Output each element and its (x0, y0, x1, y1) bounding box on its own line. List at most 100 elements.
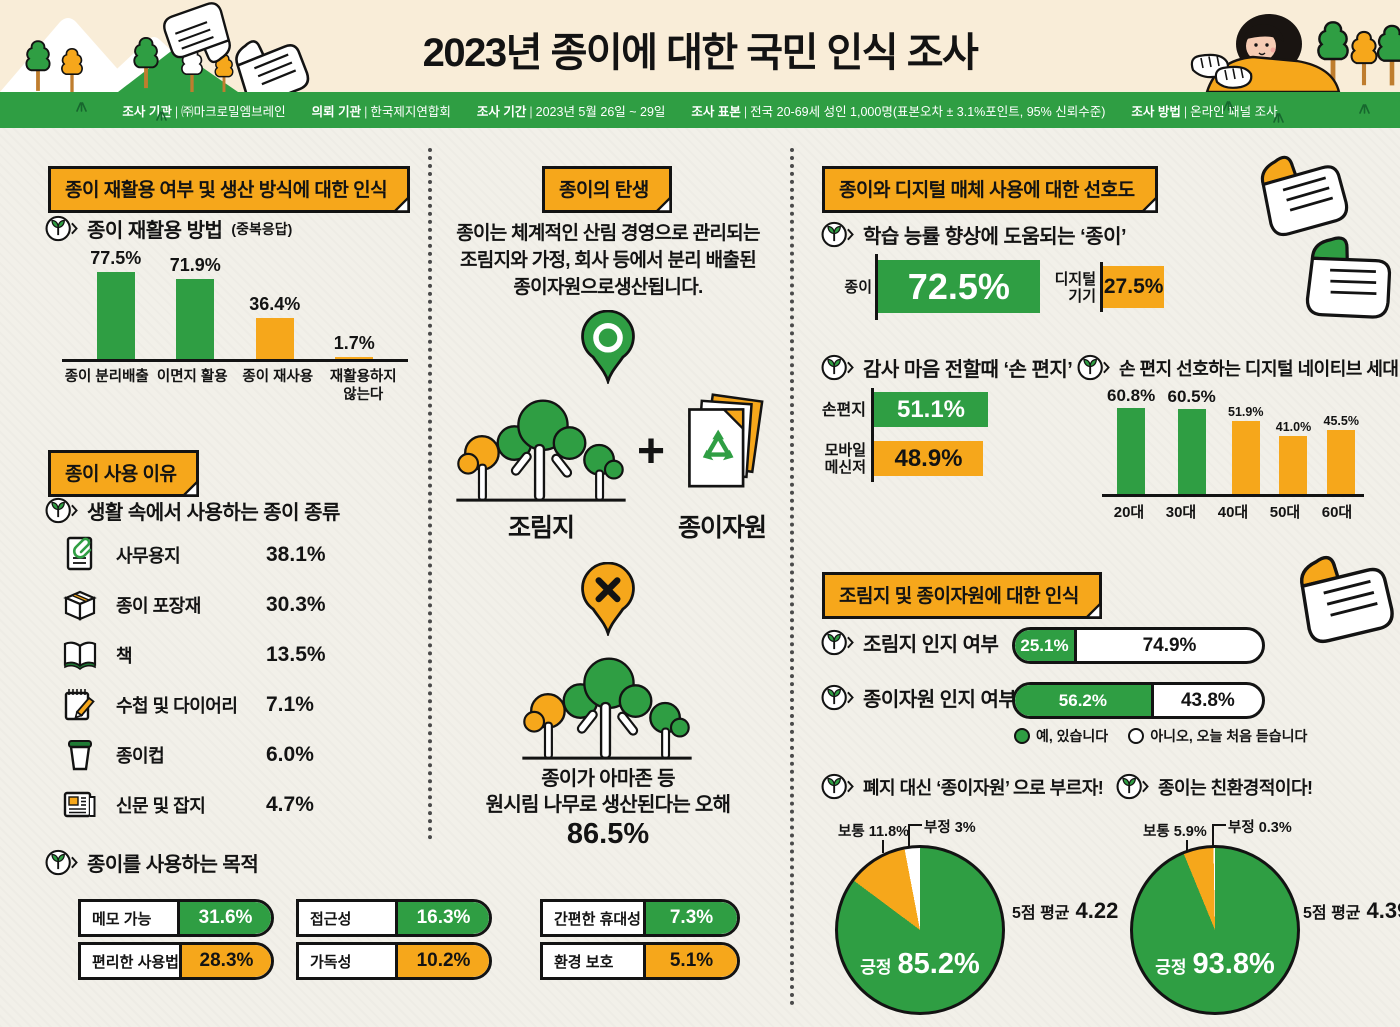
pointer-line (1186, 840, 1188, 853)
axis-line (875, 254, 878, 320)
woman-illustration (1190, 14, 1400, 92)
learning-heading: 학습 능률 향상에 도움되는 ‘종이’ (820, 220, 1127, 249)
pie-positive-label: 긍정 93.8% (1155, 948, 1275, 980)
eco-pie-heading: 종이는 친환경적이다! (1115, 772, 1313, 801)
fold-icon (1085, 602, 1102, 619)
section-banner-usage: 종이 사용 이유 (48, 450, 200, 497)
sprout-icon (44, 848, 78, 877)
office-paper-icon (60, 535, 100, 575)
pointer-line (1212, 824, 1226, 826)
package-box-icon (60, 585, 100, 625)
axis-line (1100, 262, 1103, 312)
banner-text: 종이의 탄생 (559, 180, 649, 201)
bar-column: 60.5% (1168, 387, 1216, 494)
misconception-value: 86.5% (566, 818, 650, 850)
misconception-text: 종이가 아마존 등 원시림 나무로 생산된다는 오해 (485, 768, 731, 816)
check-pin-icon (578, 310, 638, 384)
column-divider (428, 148, 432, 840)
meta-item: 조사 표본 | 전국 20-69세 성인 1,000명(표본오차 ± 3.1%포인트… (691, 104, 1106, 119)
bar-label: 종이 (844, 279, 872, 296)
purpose-pill: 가독성 10.2% (296, 942, 492, 980)
forest-awareness-bar: 25.1% 74.9% (1012, 627, 1265, 664)
pie-positive-label: 긍정 85.2% (860, 948, 980, 980)
white-dot-icon (1128, 728, 1145, 744)
grass-icon (75, 101, 88, 112)
sprout-icon (1076, 353, 1110, 382)
bar (1327, 429, 1356, 494)
bar-column: 51.9% (1228, 405, 1263, 494)
survey-meta-bar: 조사 기관 | ㈜마크로밀엠브레인 의뢰 기관 | 한국제지연합회 조사 기간 | 2023… (0, 92, 1400, 128)
paper-cup-icon (60, 735, 100, 775)
fold-icon (182, 480, 199, 497)
list-item: 신문 및 잡지 4.7% (60, 780, 380, 830)
banner-text: 종이 재활용 여부 및 생산 방식에 대한 인식 (65, 180, 388, 201)
negative-label: 부정 0.3% (1228, 820, 1292, 836)
banner-text: 조림지 및 종이자원에 대한 인식 (839, 586, 1079, 607)
legend-yes: 예, 있습니다 (1014, 726, 1108, 746)
bar (96, 272, 135, 359)
plus-sign: + (637, 425, 666, 478)
section-banner-awareness: 조림지 및 종이자원에 대한 인식 (822, 572, 1102, 619)
page-title: 2023년 종이에 대한 국민 인식 조사 (422, 31, 979, 75)
bar (255, 318, 294, 359)
bar (1177, 408, 1206, 494)
sprout-icon (44, 214, 78, 243)
green-dot-icon (1014, 728, 1030, 744)
paper-scroll-icon (1285, 223, 1400, 335)
recycling-chart-labels: 종이 분리배출 이면지 활용 종이 재사용 재활용하지 않는다 (64, 369, 397, 403)
sprout-icon (44, 496, 78, 525)
letter-heading: 감사 마음 전할때 ‘손 편지’ (820, 353, 1073, 382)
banner-text: 종이 사용 이유 (65, 464, 177, 485)
paper-purpose-heading: 종이를 사용하는 목적 (44, 848, 259, 877)
yes-segment: 25.1% (1015, 630, 1077, 661)
generation-heading: 손 편지 선호하는 디지털 네이티브 세대 (1076, 353, 1399, 382)
list-item: 종이 포장재 30.3% (60, 580, 380, 630)
section-banner-digital-preference: 종이와 디지털 매체 사용에 대한 선호도 (822, 166, 1158, 213)
meta-item: 조사 기간 | 2023년 5월 26일 ~ 29일 (476, 104, 666, 119)
purpose-pill: 접근성 16.3% (296, 899, 492, 937)
sprout-icon (820, 772, 854, 801)
sprout-icon (1115, 772, 1149, 801)
grass-icon (1272, 112, 1285, 123)
sprout-icon (820, 353, 854, 382)
forest-illustration (518, 640, 696, 766)
recycling-methods-chart: 77.5% 71.9% 36.4% 1.7% (62, 248, 408, 362)
bar-label: 디지털 기기 (1054, 271, 1096, 305)
purpose-pill: 메모 가능 31.6% (78, 899, 274, 937)
header-band (0, 0, 1400, 92)
grass-icon (1358, 103, 1371, 114)
fold-icon (655, 196, 672, 213)
column-divider (790, 148, 794, 1006)
neutral-label: 보통 5.9% (1143, 824, 1207, 840)
purpose-pill: 간편한 휴대성 7.3% (540, 899, 740, 937)
average-score: 5점 평균 4.22 (1012, 898, 1119, 923)
bar (1231, 420, 1260, 494)
grass-icon (155, 110, 168, 121)
meta-item: 의뢰 기관 | 한국제지연합회 (311, 104, 451, 119)
paper-bar: 72.5% (878, 260, 1040, 313)
meta-item: 조사 기관 | ㈜마크로밀엠브레인 (122, 104, 286, 119)
pointer-line (1212, 824, 1214, 856)
bar (1279, 436, 1308, 494)
rename-pie-heading: 폐지 대신 ‘종이자원’ 으로 부르자! (820, 772, 1104, 801)
average-score: 5점 평균 4.39 (1303, 898, 1400, 923)
paper-types-heading: 생활 속에서 사용하는 종이 종류 (44, 496, 340, 525)
grass-icon (1222, 100, 1235, 111)
paper-resource-label: 종이자원 (677, 514, 767, 542)
paper-scroll-icon (1280, 542, 1400, 653)
sprout-icon (820, 628, 854, 657)
digital-bar: 27.5% (1103, 266, 1165, 308)
fold-icon (393, 196, 410, 213)
resource-awareness-bar: 56.2% 43.8% (1012, 682, 1265, 719)
pointer-line (908, 824, 922, 826)
forest-illustration (452, 382, 630, 508)
bar (1117, 408, 1146, 494)
resource-awareness-heading: 종이자원 인지 여부 (820, 683, 1017, 712)
sprout-icon (820, 683, 854, 712)
purpose-pill: 편리한 사용법 28.3% (78, 942, 274, 980)
bar-column: 41.0% (1276, 420, 1311, 494)
bar-column: 36.4% (235, 294, 315, 359)
bar-column: 77.5% (76, 248, 156, 359)
purpose-pill: 환경 보호 5.1% (540, 942, 740, 980)
section-banner-recycling: 종이 재활용 여부 및 생산 방식에 대한 인식 (48, 166, 411, 213)
